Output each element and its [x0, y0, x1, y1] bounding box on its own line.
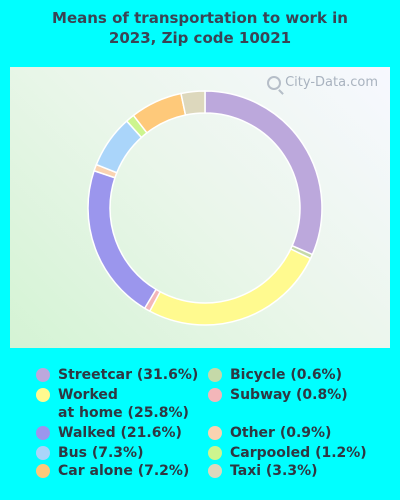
legend-swatch: [208, 426, 222, 440]
legend-label: Walked (21.6%): [58, 425, 182, 441]
legend-item: Other (0.9%): [208, 424, 331, 442]
legend-label: Other (0.9%): [230, 425, 332, 441]
legend-label: Carpooled (1.2%): [230, 445, 367, 461]
legend-label: Car alone (7.2%): [58, 463, 190, 479]
legend-label: Subway (0.8%): [230, 387, 348, 403]
slice-worked-at-home: [148, 248, 312, 326]
legend-swatch: [208, 464, 222, 478]
legend-swatch: [208, 446, 222, 460]
legend-label: Worked at home (25.8%): [58, 387, 189, 421]
legend-swatch: [36, 368, 50, 382]
donut-chart: [87, 90, 323, 326]
legend-label: Taxi (3.3%): [230, 463, 318, 479]
watermark: City-Data.com: [267, 75, 378, 90]
legend-label: Bus (7.3%): [58, 445, 144, 461]
legend-swatch: [208, 388, 222, 402]
legend-label: Streetcar (31.6%): [58, 367, 199, 383]
slice-walked: [87, 169, 158, 310]
plot-area: City-Data.com: [10, 67, 390, 348]
legend-item: Streetcar (31.6%): [36, 366, 198, 384]
watermark-text: City-Data.com: [285, 75, 378, 90]
legend-item: Worked at home (25.8%): [36, 386, 189, 422]
legend-item: Taxi (3.3%): [208, 462, 318, 480]
legend-item: Subway (0.8%): [208, 386, 348, 404]
chart-title: Means of transportation to work in 2023,…: [0, 8, 400, 48]
magnifier-icon: [267, 75, 282, 90]
legend-label: Bicycle (0.6%): [230, 367, 342, 383]
legend-item: Walked (21.6%): [36, 424, 182, 442]
legend-item: Carpooled (1.2%): [208, 444, 367, 462]
legend-item: Bus (7.3%): [36, 444, 143, 462]
legend-swatch: [208, 368, 222, 382]
slice-taxi: [180, 90, 206, 116]
legend-swatch: [36, 464, 50, 478]
legend-item: Bicycle (0.6%): [208, 366, 342, 384]
chart-title-line-1: Means of transportation to work in: [52, 9, 348, 27]
legend-swatch: [36, 426, 50, 440]
legend-swatch: [36, 446, 50, 460]
slice-streetcar: [204, 90, 323, 256]
chart-title-line-2: 2023, Zip code 10021: [108, 29, 292, 47]
legend-item: Car alone (7.2%): [36, 462, 189, 480]
legend-swatch: [36, 388, 50, 402]
